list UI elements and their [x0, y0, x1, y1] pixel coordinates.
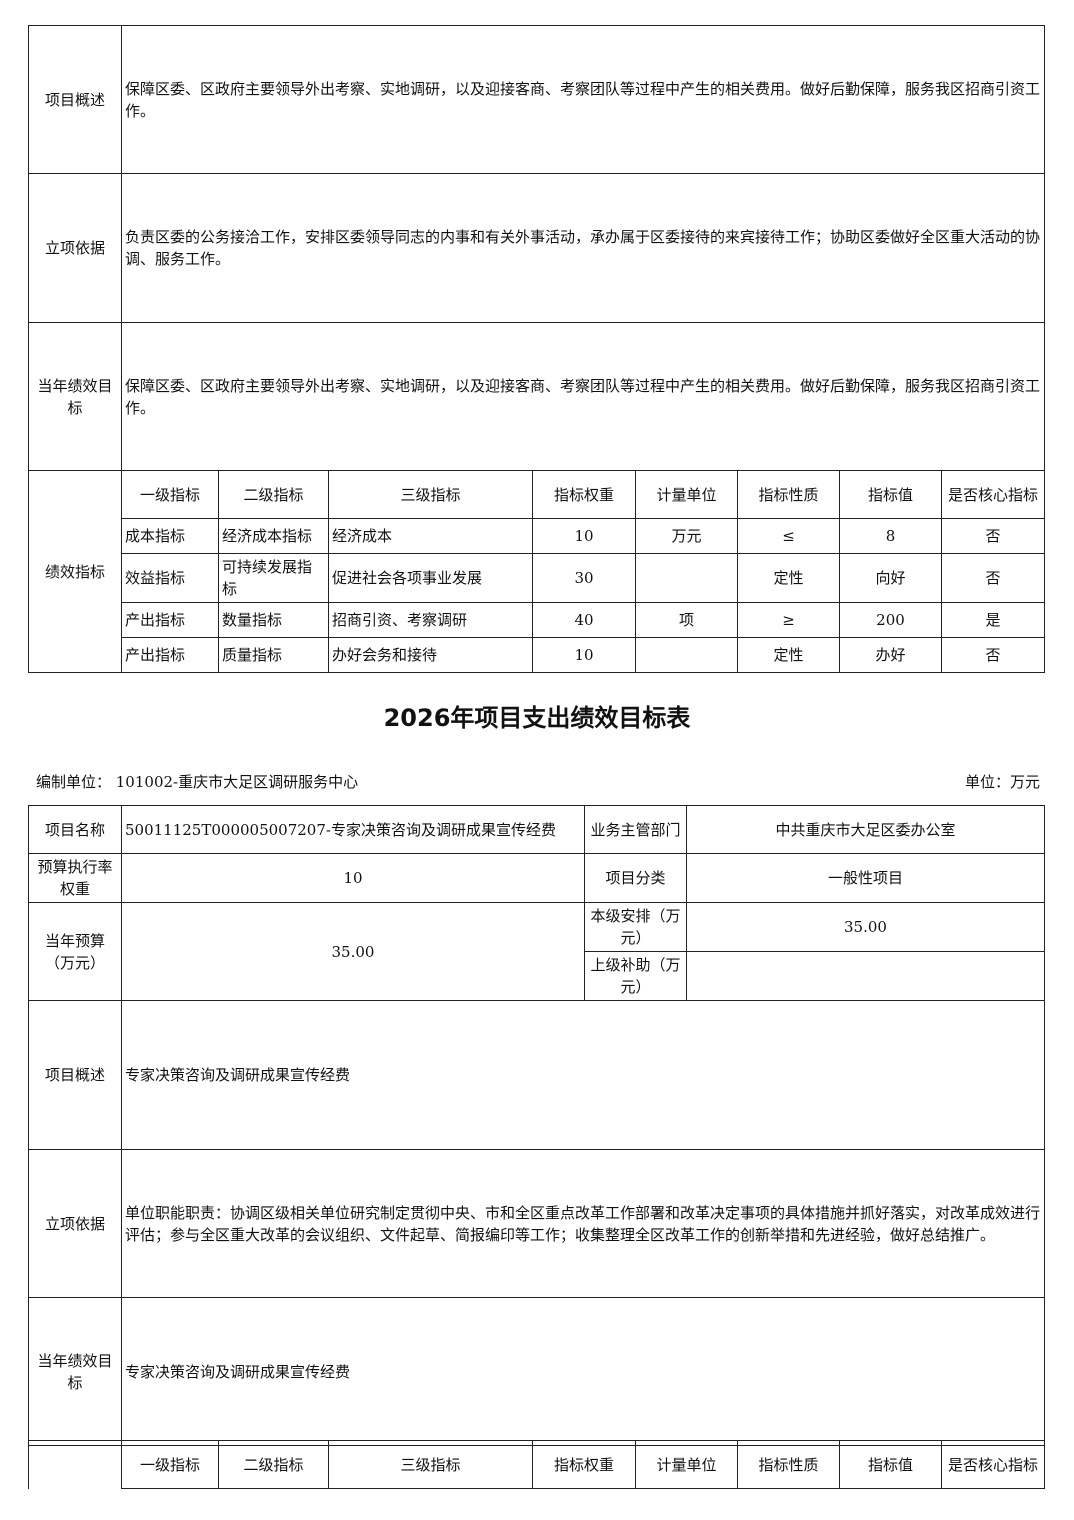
- cell: 效益指标: [121, 553, 219, 603]
- cell: 数量指标: [218, 602, 329, 638]
- cell: 向好: [839, 553, 942, 603]
- header-cell: 计量单位: [635, 1440, 738, 1489]
- goal-label: 当年绩效目标: [28, 322, 122, 471]
- header-cell: 指标值: [839, 470, 942, 519]
- cell: 30: [532, 553, 636, 603]
- cell: 经济成本: [328, 518, 533, 554]
- cell: 可持续发展指标: [218, 553, 329, 603]
- cell: 8: [839, 518, 942, 554]
- header-cell: 指标值: [839, 1440, 942, 1489]
- table-row: 产出指标 数量指标 招商引资、考察调研 40 项 ≥200 是: [29, 602, 1046, 638]
- cell: 定性: [737, 553, 840, 603]
- name-label: 项目名称: [28, 805, 122, 854]
- cell: 10: [532, 637, 636, 673]
- cell: [635, 637, 738, 673]
- goal-label: 当年绩效目标: [28, 1297, 122, 1446]
- cell: 经济成本指标: [218, 518, 329, 554]
- cell: 项: [635, 602, 738, 638]
- weight-value: 10: [121, 853, 585, 903]
- cell: 否: [940, 518, 1046, 554]
- project-name: 50011125T000005007207-专家决策咨询及调研成果宣传经费: [121, 805, 585, 854]
- upper-value: [686, 951, 1045, 1001]
- dept-value: 中共重庆市大足区委办公室: [686, 805, 1045, 854]
- cell: 促进社会各项事业发展: [328, 553, 533, 603]
- indicators-label: 绩效指标: [28, 470, 122, 673]
- dept-label: 业务主管部门: [584, 805, 687, 854]
- basis-label: 立项依据: [28, 1149, 122, 1298]
- basis-label: 立项依据: [28, 173, 122, 323]
- cell: 产出指标: [121, 602, 219, 638]
- basis-text: 负责区委的公务接洽工作，安排区委领导同志的内事和有关外事活动，承办属于区委接待的…: [120, 173, 1046, 323]
- cell: 质量指标: [218, 637, 329, 673]
- header-cell: 指标权重: [532, 470, 636, 519]
- budget-value: 35.00: [121, 902, 585, 1001]
- header-cell: 计量单位: [635, 470, 738, 519]
- local-value: 35.00: [686, 902, 1045, 952]
- header-cell: 一级指标: [121, 470, 219, 519]
- budget-label: 当年预算（万元）: [28, 902, 122, 1001]
- header-cell: 指标权重: [532, 1440, 636, 1489]
- cell: 招商引资、考察调研: [328, 602, 533, 638]
- basis-text: 单位职能职责：协调区级相关单位研究制定贯彻中央、市和全区重点改革工作部署和改革决…: [121, 1149, 1045, 1298]
- overview-label: 项目概述: [28, 1000, 122, 1150]
- weight-label: 预算执行率权重: [28, 853, 122, 903]
- goal-text: 专家决策咨询及调研成果宣传经费: [121, 1297, 1045, 1446]
- overview-text: 保障区委、区政府主要领导外出考察、实地调研，以及迎接客商、考察团队等过程中产生的…: [120, 25, 1046, 174]
- cell: 定性: [737, 637, 840, 673]
- category-value: 一般性项目: [686, 853, 1045, 903]
- header-cell: 指标性质: [737, 470, 840, 519]
- table-row: 效益指标 可持续发展指标 促进社会各项事业发展 30 定性 向好否: [29, 553, 1046, 603]
- cell: 200: [839, 602, 942, 638]
- indicator-header-table: 一级指标 二级指标 三级指标 指标权重 计量单位 指标性质 指标值 是否核心指标: [28, 1440, 1045, 1489]
- cell: [635, 553, 738, 603]
- table-row: 产出指标 质量指标 办好会务和接待 10 定性 办好否: [29, 637, 1046, 673]
- cell: 否: [940, 553, 1046, 603]
- upper-label: 上级补助（万元）: [584, 951, 687, 1001]
- cell: 是: [940, 602, 1046, 638]
- local-label: 本级安排（万元）: [584, 902, 687, 952]
- indicators-label-cell: [28, 1440, 122, 1489]
- header-cell: 是否核心指标: [941, 1440, 1045, 1489]
- table-row: 成本指标 经济成本指标 经济成本 10 万元 ≤8 否: [29, 518, 1046, 554]
- header-cell: 三级指标: [328, 1440, 533, 1489]
- header-cell: 一级指标: [121, 1440, 219, 1489]
- cell: 产出指标: [121, 637, 219, 673]
- cell: 40: [532, 602, 636, 638]
- performance-table-1: 项目概述 保障区委、区政府主要领导外出考察、实地调研，以及迎接客商、考察团队等过程…: [28, 25, 1046, 673]
- cell: 办好会务和接待: [328, 637, 533, 673]
- header-cell: 二级指标: [218, 1440, 329, 1489]
- cell: 否: [940, 637, 1046, 673]
- header-cell: 二级指标: [218, 470, 329, 519]
- header-cell: 三级指标: [328, 470, 533, 519]
- cell: 办好: [839, 637, 942, 673]
- cell: ≥: [737, 602, 840, 638]
- performance-table-2: 项目名称 50011125T000005007207-专家决策咨询及调研成果宣传经…: [28, 805, 1045, 1446]
- cell: 万元: [635, 518, 738, 554]
- cell: ≤: [737, 518, 840, 554]
- header-cell: 指标性质: [737, 1440, 840, 1489]
- currency-unit: 单位：万元: [964, 773, 1040, 791]
- header-cell: 是否核心指标: [940, 470, 1046, 519]
- overview-label: 项目概述: [28, 25, 122, 174]
- category-label: 项目分类: [584, 853, 687, 903]
- page-title: 2026年项目支出绩效目标表: [383, 704, 691, 732]
- cell: 10: [532, 518, 636, 554]
- overview-text: 专家决策咨询及调研成果宣传经费: [121, 1000, 1045, 1150]
- compiling-unit: 编制单位： 101002-重庆市大足区调研服务中心: [36, 773, 359, 791]
- goal-text: 保障区委、区政府主要领导外出考察、实地调研，以及迎接客商、考察团队等过程中产生的…: [120, 322, 1046, 471]
- cell: 成本指标: [121, 518, 219, 554]
